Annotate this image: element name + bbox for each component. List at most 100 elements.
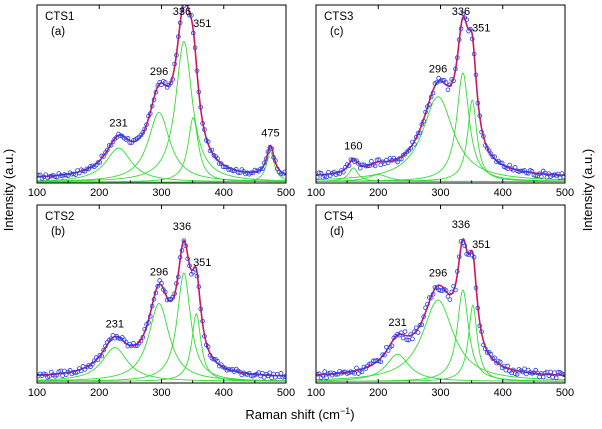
data-point <box>469 36 475 42</box>
data-point <box>464 251 469 257</box>
data-point <box>445 87 451 93</box>
data-point <box>421 118 426 124</box>
data-point <box>278 371 284 376</box>
data-point <box>162 80 168 85</box>
data-point <box>426 102 432 107</box>
plot-area <box>316 11 565 182</box>
data-point <box>179 248 185 253</box>
data-point <box>316 371 322 376</box>
data-point <box>187 263 192 269</box>
data-point <box>341 369 346 375</box>
data-point <box>185 5 190 7</box>
data-point <box>217 161 222 166</box>
data-point <box>320 373 326 378</box>
x-tick-label: 100 <box>307 187 325 199</box>
data-point <box>265 149 271 154</box>
peak-label-351: 351 <box>193 18 211 30</box>
data-point <box>205 139 211 144</box>
data-point <box>503 367 509 373</box>
data-point <box>449 289 455 295</box>
data-point <box>410 336 415 342</box>
data-point <box>451 78 456 84</box>
data-point <box>179 7 185 13</box>
data-point <box>261 375 267 380</box>
data-point <box>269 146 274 151</box>
data-point <box>561 174 565 180</box>
data-point <box>529 168 535 174</box>
data-point <box>520 168 525 174</box>
data-point <box>202 333 207 339</box>
x-tick-label: 200 <box>369 387 387 399</box>
data-point <box>78 368 84 374</box>
data-point <box>54 174 60 180</box>
panel-letter: (b) <box>51 226 65 238</box>
peak-label-475: 475 <box>261 128 279 140</box>
data-point <box>105 147 110 153</box>
data-point <box>114 134 119 140</box>
data-point <box>481 134 486 139</box>
panel-name: CTS4 <box>324 211 354 223</box>
data-point <box>550 374 555 380</box>
data-point <box>159 82 164 88</box>
component-peak-336 <box>37 272 286 382</box>
data-point <box>101 347 106 353</box>
data-point <box>140 130 146 135</box>
y-axis-title-right: Intensity (a.u.) <box>580 149 595 231</box>
plot-frame <box>36 4 287 184</box>
data-point <box>149 103 155 109</box>
x-tick-label: 400 <box>215 187 233 199</box>
data-point <box>533 173 539 178</box>
component-peak-296 <box>316 96 565 181</box>
data-point <box>365 163 370 169</box>
data-point <box>194 68 200 74</box>
data-point <box>464 17 469 22</box>
plot-frame <box>315 204 566 384</box>
component-peak-296 <box>37 112 286 182</box>
data-point <box>497 359 503 365</box>
fit-curve <box>316 238 565 377</box>
data-point <box>559 171 565 176</box>
data-point <box>316 371 320 377</box>
data-point <box>146 320 151 325</box>
data-point <box>90 361 95 367</box>
plot-area <box>37 238 286 382</box>
data-point <box>473 285 479 291</box>
data-point <box>348 157 354 162</box>
peak-label-160: 160 <box>344 140 362 152</box>
x-tick-label: 400 <box>494 187 512 199</box>
data-point <box>412 142 417 147</box>
data-point <box>77 170 82 176</box>
data-point <box>524 371 529 377</box>
data-point <box>419 322 425 328</box>
x-tick-label: 500 <box>277 387 295 399</box>
data-point <box>97 160 103 165</box>
data-point <box>60 373 65 379</box>
data-point <box>512 165 518 170</box>
data-point <box>153 89 159 95</box>
data-point <box>144 122 149 127</box>
data-point <box>389 343 395 349</box>
data-point <box>181 238 187 244</box>
x-tick-label: 300 <box>152 387 170 399</box>
data-point <box>133 343 138 349</box>
data-point <box>492 154 497 160</box>
data-point <box>142 126 147 132</box>
panel-name: CTS1 <box>45 11 74 23</box>
data-point <box>228 367 233 373</box>
data-point <box>484 350 490 355</box>
data-point <box>546 373 552 378</box>
data-point <box>47 374 52 379</box>
data-point <box>337 171 342 177</box>
component-peak-336 <box>316 72 565 182</box>
data-point <box>359 369 365 375</box>
data-point <box>142 326 147 332</box>
data-point <box>263 156 269 161</box>
panel-cts2: 100 200 300 400 500 CTS2 (b) 231 296 336 351 <box>28 204 295 399</box>
data-point <box>473 72 479 78</box>
data-point <box>166 296 172 302</box>
data-point <box>428 94 434 100</box>
data-point <box>490 154 496 160</box>
panel-letter: (a) <box>51 26 65 38</box>
